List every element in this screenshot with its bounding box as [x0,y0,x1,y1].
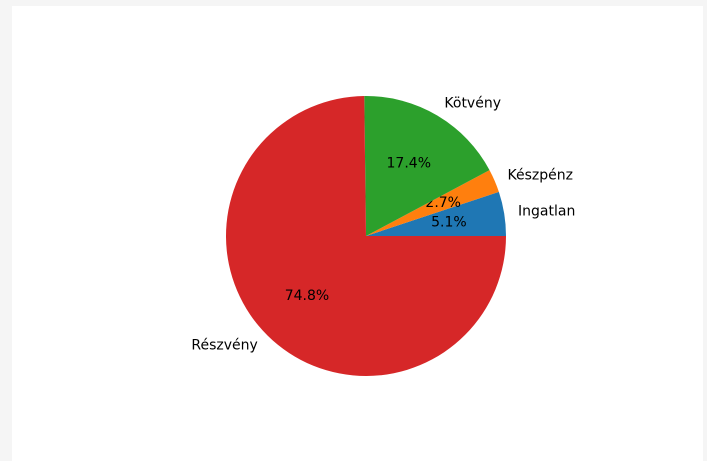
pie-category-label-ingatlan: Ingatlan [518,203,575,219]
pie-pct-label-reszveny: 74.8% [285,288,329,304]
pie-category-label-reszveny: Részvény [191,338,257,354]
pie-pct-label-kotveny: 17.4% [387,156,431,172]
pie-slice-ingatlan [366,191,506,236]
pie-slice-keszpenz [366,170,499,236]
pie-pct-label-ingatlan: 5.1% [431,215,467,231]
pie-category-label-keszpenz: Készpénz [508,167,573,183]
pie-slice-reszveny [226,96,507,377]
pie-slice-kotveny [364,96,490,237]
pie-category-label-kotveny: Kötvény [444,95,501,111]
